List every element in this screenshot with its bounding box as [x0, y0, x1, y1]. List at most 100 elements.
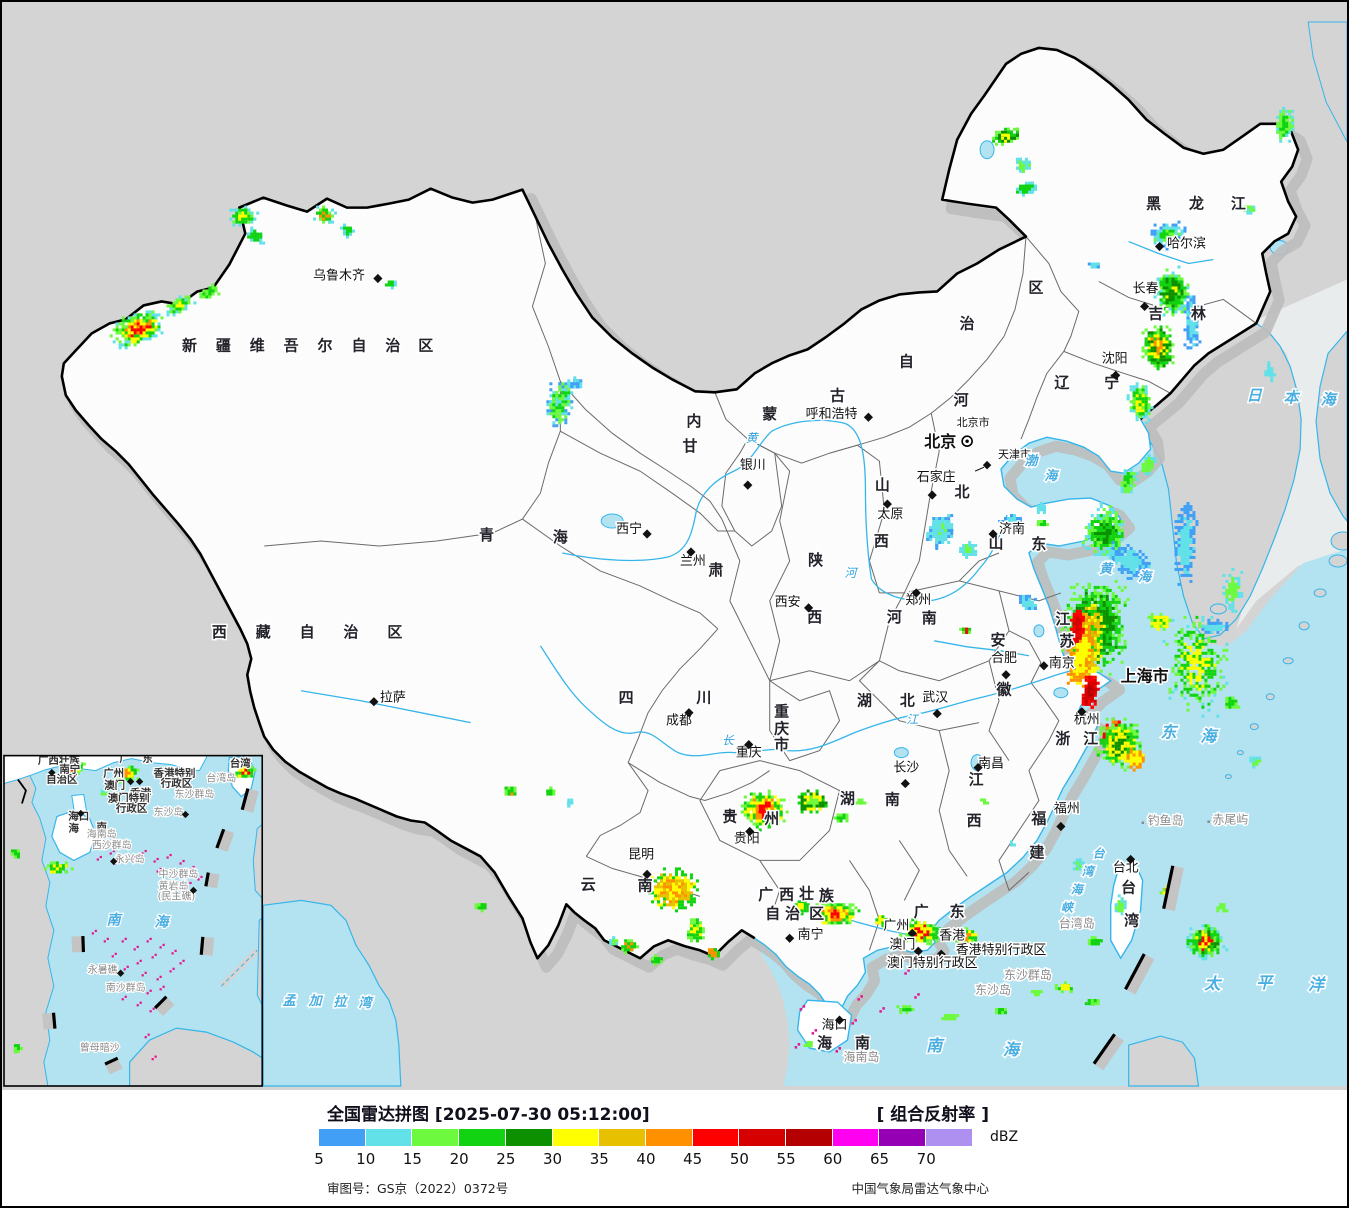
- map-label: 青: [479, 526, 494, 544]
- city-marker: [1056, 821, 1066, 832]
- colorbar-cell: [692, 1129, 740, 1146]
- map-label: 台: [1093, 846, 1106, 860]
- map-label: 浙: [1055, 730, 1070, 748]
- inset-label: 东沙群岛: [174, 788, 214, 801]
- map-label: 山: [989, 534, 1004, 552]
- map-label: 海: [1200, 727, 1219, 746]
- map-label: 长春: [1133, 281, 1159, 296]
- credit-label: 中国气象局雷达气象中心: [851, 1181, 989, 1196]
- scale-tick-label: 65: [869, 1150, 890, 1168]
- map-label: 区: [418, 336, 433, 354]
- inset-label: 台湾: [230, 757, 251, 770]
- city-marker: [1154, 241, 1165, 252]
- product-label: [ 组合反射率 ]: [876, 1105, 989, 1125]
- echo-cluster: [1069, 609, 1085, 646]
- map-label: 贵: [722, 807, 737, 825]
- map-label: 湖: [857, 692, 872, 710]
- map-label: 广: [914, 902, 929, 920]
- map-label: 北: [955, 483, 970, 501]
- radar-map: 黑龙江吉 林辽 宁内 蒙古自治区新疆维吾尔自治区甘肃青 海西藏自治区四 川云 南贵 州重庆市陕…: [2, 2, 1347, 1090]
- echo-cluster: [1036, 502, 1046, 515]
- scale-tick-label: 70: [916, 1150, 936, 1168]
- echo-cluster: [1093, 717, 1142, 772]
- echo-cluster: [1072, 858, 1085, 871]
- map-label: 南: [885, 791, 900, 809]
- echo-cluster: [313, 205, 338, 224]
- map-label: 疆: [216, 336, 231, 354]
- map-label: 海: [1003, 1040, 1022, 1059]
- inset-label: (民主礁): [158, 889, 196, 902]
- map-label: 龙: [1188, 195, 1204, 213]
- echo-cluster: [1243, 205, 1256, 215]
- map-label: 海南岛: [843, 1049, 879, 1064]
- echo-cluster: [1225, 696, 1241, 709]
- echo-cluster: [1216, 903, 1229, 913]
- inset-label: 香港特别: [153, 767, 196, 780]
- echo-cluster: [546, 382, 574, 428]
- map-label: 钓鱼岛: [1148, 812, 1184, 827]
- echo-cluster: [504, 786, 517, 796]
- echo-cluster: [1030, 990, 1043, 997]
- echo-cluster: [1222, 567, 1244, 613]
- map-label: 四: [619, 689, 634, 707]
- map-label: 武汉: [922, 691, 948, 706]
- scale-tick-label: 5: [314, 1150, 324, 1168]
- map-label: 太: [1203, 974, 1222, 993]
- map-label: 区: [387, 623, 402, 641]
- echo-cluster: [926, 514, 954, 550]
- scale-tick-label: 10: [356, 1150, 376, 1168]
- city-marker: [882, 499, 892, 509]
- boundary-dash-layer: [1092, 865, 1184, 1071]
- echo-cluster: [896, 1005, 915, 1015]
- boundary-dash: [1162, 865, 1184, 912]
- inset-label: 广: [119, 752, 130, 765]
- inset-label: 海: [155, 913, 171, 930]
- scale-tick-label: 55: [776, 1150, 796, 1168]
- map-label: 合肥: [991, 651, 1017, 666]
- map-label: 肃: [708, 561, 723, 579]
- map-label: 黄: [1099, 561, 1114, 577]
- map-label: 湾: [1124, 911, 1139, 929]
- inset-label: 台湾岛: [206, 772, 236, 785]
- scale-tick-label: 25: [496, 1150, 516, 1168]
- echo-cluster: [384, 280, 397, 290]
- map-label: 福: [1030, 809, 1046, 827]
- inset-label: 广州: [103, 767, 124, 780]
- map-label: 澳门: [889, 936, 915, 952]
- echo-cluster: [986, 942, 1005, 955]
- map-label: 昆明: [628, 847, 654, 862]
- map-label: 台湾岛: [1059, 915, 1095, 930]
- echo-cluster: [959, 627, 972, 634]
- map-label: 云: [581, 875, 596, 893]
- echo-cluster: [1108, 541, 1151, 580]
- map-label: 哈尔滨: [1167, 236, 1206, 252]
- boundary-dash: [153, 995, 175, 1017]
- inset-label: 曾母暗沙: [80, 1041, 120, 1054]
- city-marker: [900, 778, 910, 789]
- colorbar-cell: [552, 1129, 600, 1146]
- echo-cluster: [109, 310, 164, 350]
- map-label: 治: [785, 904, 800, 922]
- inset-label: 永暑礁: [88, 963, 118, 976]
- map-label: 加: [308, 994, 324, 1009]
- map-label: 尔: [318, 336, 333, 354]
- colorbar-cell: [645, 1129, 693, 1146]
- map-label: 陕: [808, 551, 823, 569]
- map-title: 全国雷达拼图 [2025-07-30 05:12:00]: [327, 1105, 650, 1125]
- echo-cluster: [247, 226, 266, 245]
- map-label: 长沙: [893, 761, 919, 776]
- echo-cluster: [621, 939, 640, 955]
- map-label: 东沙群岛: [1004, 967, 1052, 982]
- map-label: 东: [950, 902, 965, 920]
- scale-tick-label: 30: [543, 1150, 563, 1168]
- map-label: 自: [300, 623, 315, 641]
- map-label: 庆: [774, 720, 789, 738]
- city-marker: [863, 412, 874, 422]
- map-label: 湖: [840, 790, 855, 808]
- echo-cluster: [1120, 469, 1139, 494]
- echo-cluster: [1018, 594, 1037, 610]
- map-label: 海: [1138, 569, 1153, 585]
- echo-cluster: [854, 798, 867, 805]
- echo-cluster: [474, 903, 487, 913]
